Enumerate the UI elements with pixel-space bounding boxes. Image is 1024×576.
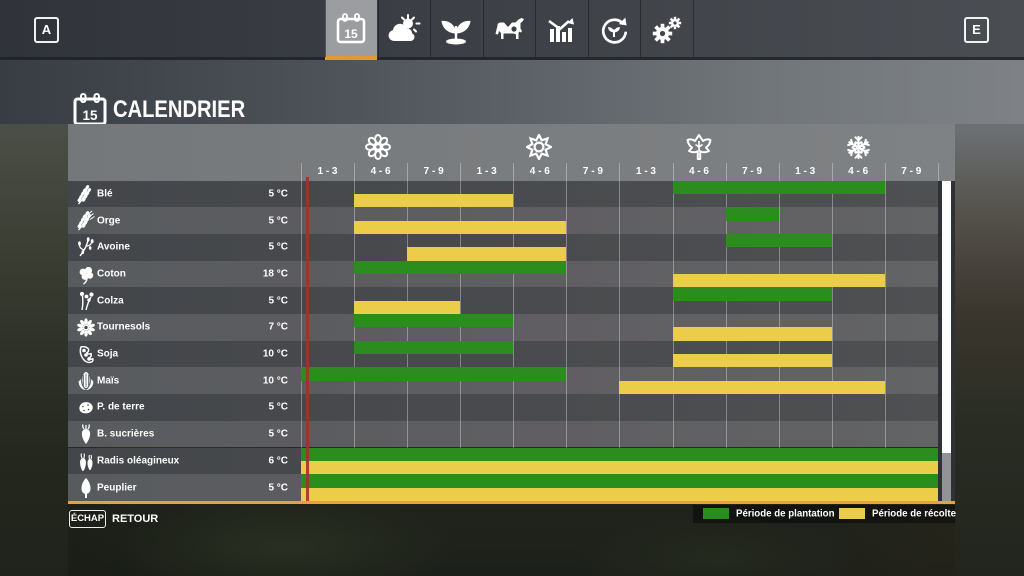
svg-text:15: 15: [82, 108, 98, 123]
svg-text:15: 15: [344, 27, 358, 41]
